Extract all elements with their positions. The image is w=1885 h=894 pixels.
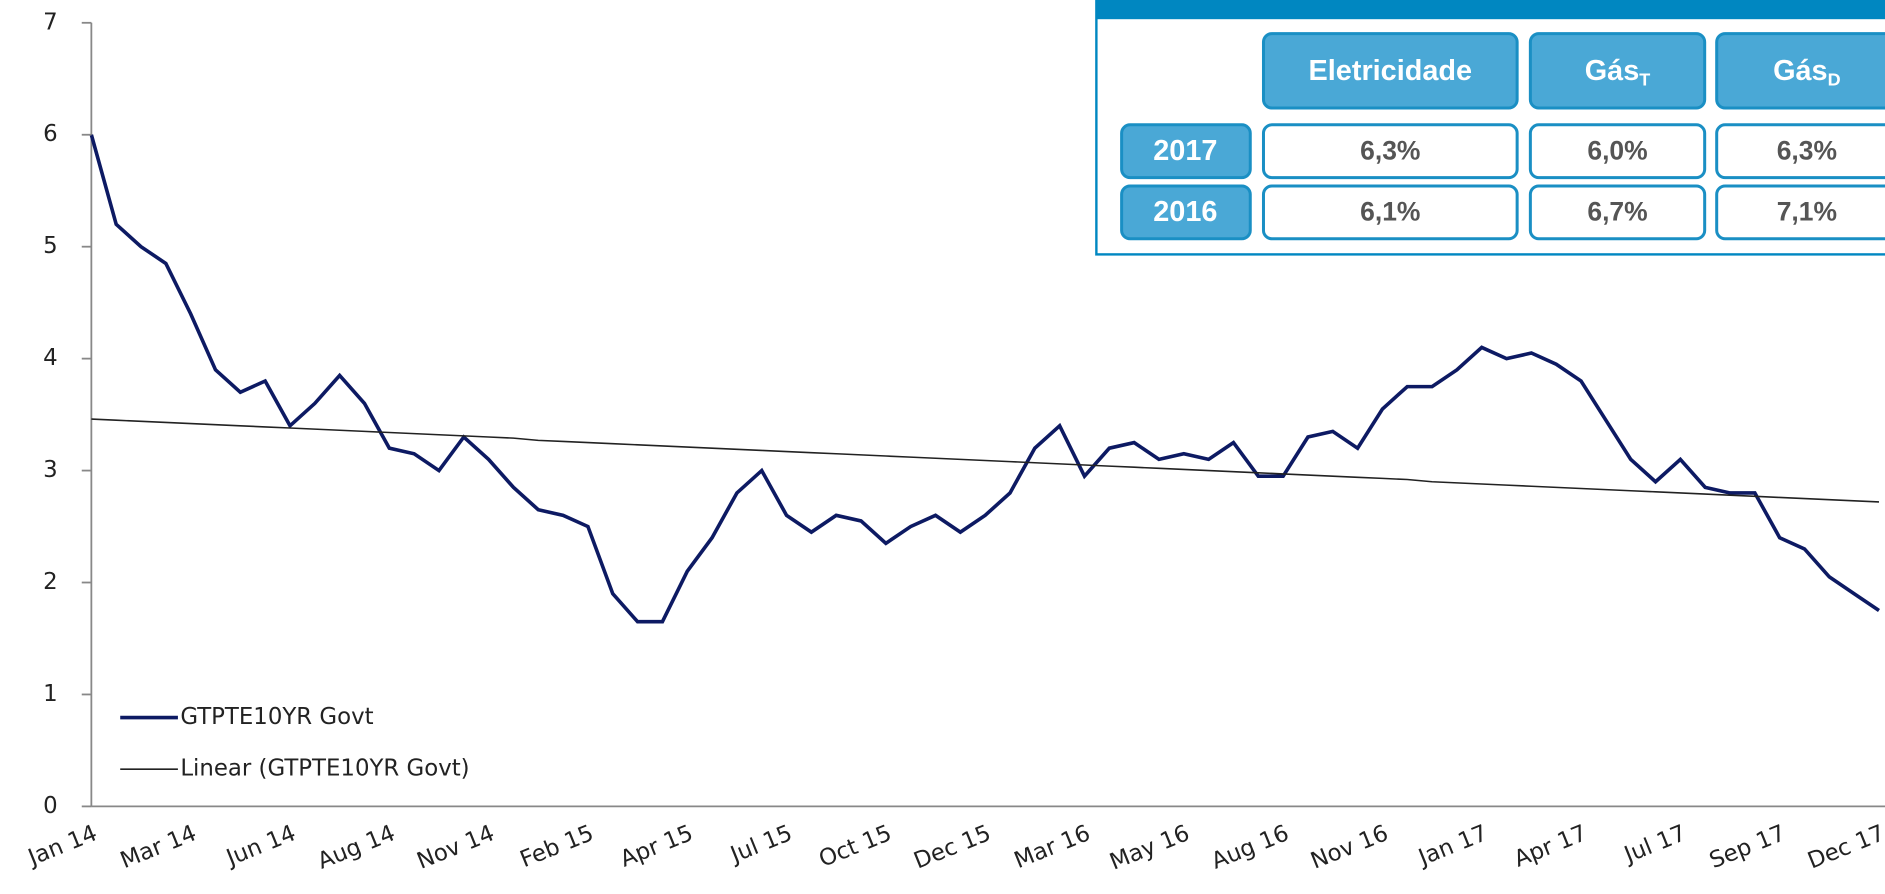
y-tick-label: 0	[43, 793, 58, 819]
series-line	[91, 418, 1880, 503]
y-tick-label: 7	[43, 9, 58, 35]
series-line	[89, 134, 1881, 624]
x-tick-label: Jul 15	[725, 820, 796, 869]
x-tick-label: Aug 14	[314, 820, 399, 874]
table-band	[1096, 0, 1885, 20]
x-tick-label: Mar 14	[117, 820, 200, 874]
legend-label: Linear (GTPTE10YR Govt)	[180, 756, 469, 782]
table-cell	[1261, 32, 1519, 110]
header-text: Eletricidade	[1309, 55, 1472, 87]
table-value: 6,7%	[1587, 197, 1647, 227]
x-tick-label: Sep 17	[1706, 820, 1789, 874]
table-cell	[1715, 123, 1885, 180]
x-tick-label: Jun 14	[221, 820, 299, 872]
x-tick-label: Mar 16	[1011, 820, 1094, 874]
y-tick-label: 4	[43, 345, 58, 371]
x-tick-label: Dec 17	[1804, 820, 1885, 874]
x-tick-label: Feb 15	[517, 820, 598, 873]
header-label: GásT	[1585, 55, 1651, 90]
table-cell	[1715, 184, 1885, 241]
row-label: 2017	[1153, 135, 1217, 167]
header-text: Gás	[1585, 55, 1640, 87]
x-tick-label: Jan 14	[23, 820, 101, 872]
x-tick-label: May 16	[1106, 820, 1193, 875]
table-cell	[1261, 123, 1519, 180]
y-tick-label: 2	[43, 569, 58, 595]
table-cell	[1261, 184, 1519, 241]
table-cell	[1715, 32, 1885, 110]
table-value: 6,3%	[1777, 135, 1837, 165]
table-cell	[1120, 184, 1252, 241]
x-tick-label: Aug 16	[1208, 820, 1293, 874]
table-value: 6,1%	[1360, 197, 1420, 227]
header-sub: D	[1828, 69, 1841, 89]
x-tick-label: Jan 17	[1413, 820, 1491, 872]
table-cell	[1120, 123, 1252, 180]
table-value: 7,1%	[1777, 197, 1837, 227]
y-tick-label: 5	[43, 233, 58, 259]
legend-label: GTPTE10YR Govt	[180, 704, 373, 730]
x-tick-label: Apr 15	[617, 820, 697, 872]
table-value: 6,0%	[1587, 135, 1647, 165]
table-value: 6,3%	[1360, 135, 1420, 165]
header-label: GásD	[1773, 55, 1841, 90]
header-sub: T	[1639, 69, 1650, 89]
table-cell	[1528, 123, 1707, 180]
x-tick-label: Dec 15	[910, 820, 994, 874]
x-tick-label: Nov 16	[1307, 820, 1392, 874]
x-tick-label: Jul 17	[1619, 820, 1690, 869]
table-cell	[1528, 32, 1707, 110]
table-cell	[1528, 184, 1707, 241]
x-tick-label: Apr 17	[1511, 820, 1591, 872]
y-tick-label: 1	[43, 681, 58, 707]
header-label: Eletricidade	[1309, 55, 1472, 87]
x-tick-label: Nov 14	[413, 820, 498, 874]
row-label: 2016	[1153, 196, 1217, 228]
y-tick-label: 6	[43, 121, 58, 147]
header-text: Gás	[1773, 55, 1828, 87]
x-tick-label: Oct 15	[815, 820, 895, 872]
y-tick-label: 3	[43, 457, 58, 483]
